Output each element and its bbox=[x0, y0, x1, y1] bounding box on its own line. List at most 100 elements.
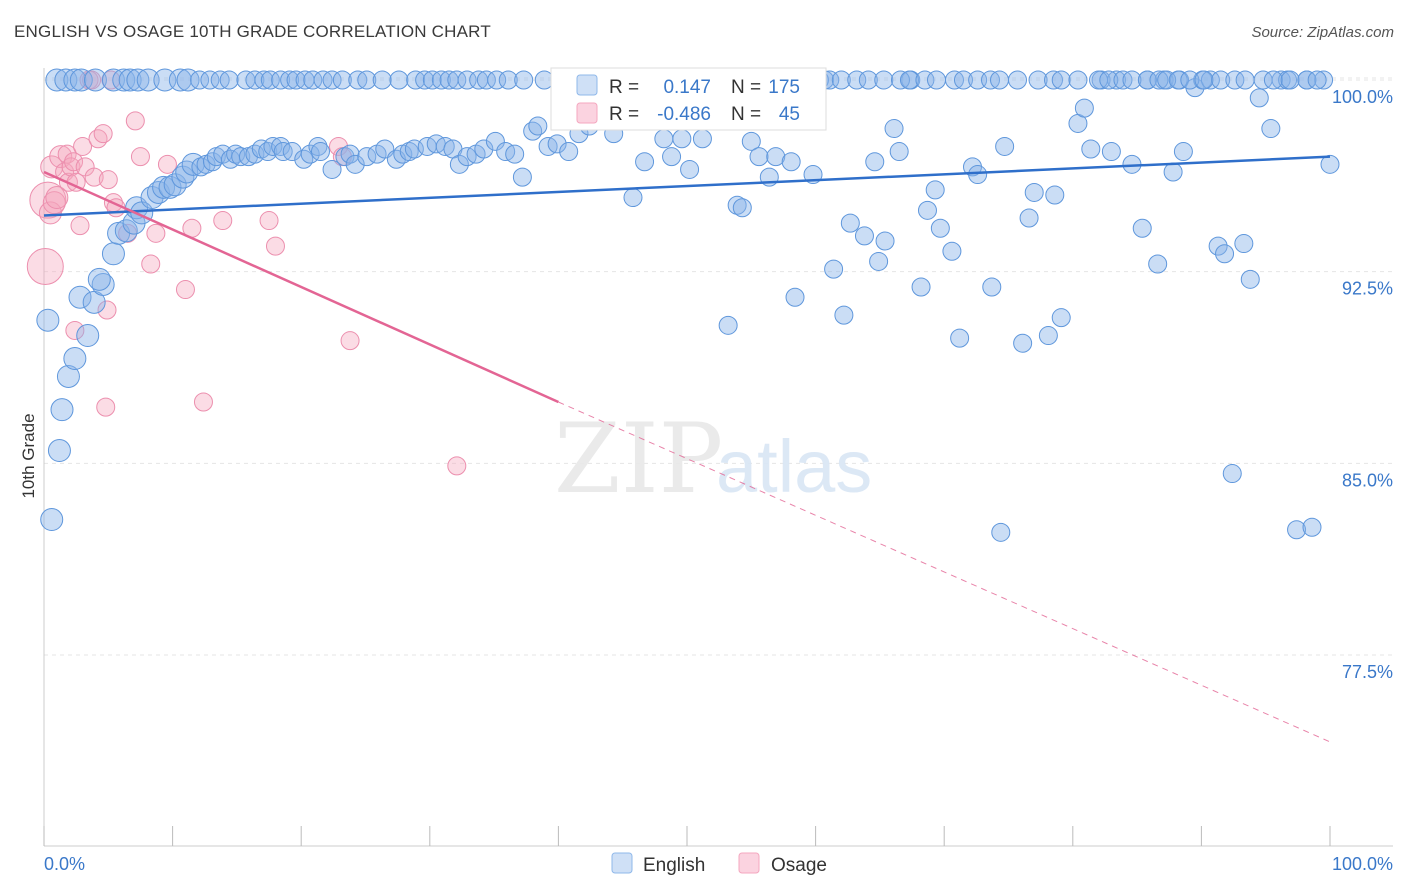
english-point bbox=[1019, 208, 1039, 228]
stats-swatch-osage bbox=[576, 102, 598, 124]
osage-point bbox=[93, 124, 113, 144]
english-point bbox=[662, 147, 682, 167]
english-point bbox=[335, 147, 355, 167]
english-point bbox=[1287, 520, 1307, 540]
osage-point bbox=[447, 456, 467, 476]
english-point bbox=[1045, 185, 1065, 205]
english-point bbox=[56, 364, 80, 388]
english-point bbox=[834, 305, 854, 325]
english-point bbox=[310, 142, 330, 162]
english-point bbox=[476, 70, 496, 90]
english-point bbox=[1297, 70, 1317, 90]
english-point bbox=[911, 277, 931, 297]
english-point bbox=[840, 213, 860, 233]
trend-lines bbox=[43, 155, 1331, 743]
legend-swatch-english bbox=[611, 852, 633, 874]
osage-point bbox=[328, 136, 348, 156]
english-point bbox=[1208, 236, 1228, 256]
english-point bbox=[457, 70, 477, 90]
english-point bbox=[389, 70, 409, 90]
osage-point bbox=[125, 111, 145, 131]
english-point bbox=[991, 522, 1011, 542]
english-point bbox=[1013, 333, 1033, 353]
osage-point bbox=[97, 300, 117, 320]
osage-point bbox=[265, 236, 285, 256]
english-point bbox=[126, 68, 150, 92]
english-point bbox=[308, 136, 328, 156]
osage-point bbox=[65, 320, 85, 340]
english-point bbox=[1235, 70, 1255, 90]
english-point bbox=[1122, 70, 1142, 90]
english-point bbox=[1008, 70, 1028, 90]
osage-point bbox=[146, 223, 166, 243]
english-point bbox=[1074, 98, 1094, 118]
osage-point bbox=[73, 136, 93, 156]
english-point bbox=[528, 116, 548, 136]
english-point bbox=[930, 218, 950, 238]
english-point bbox=[1038, 326, 1058, 346]
x-tick-label-max: 100.0% bbox=[1332, 854, 1393, 874]
english-trend-line bbox=[43, 155, 1331, 217]
english-point bbox=[741, 131, 761, 151]
legend-label-osage: Osage bbox=[771, 855, 827, 876]
stats-r-label-english: R = bbox=[609, 77, 639, 98]
english-point bbox=[485, 131, 505, 151]
osage-point bbox=[29, 181, 67, 219]
english-point bbox=[431, 70, 451, 90]
english-point bbox=[271, 136, 291, 156]
y-tick-label: 92.5% bbox=[1342, 279, 1393, 299]
english-point bbox=[101, 68, 125, 92]
legend-label-english: English bbox=[643, 855, 705, 876]
stats-n-label-osage: N = bbox=[731, 104, 761, 125]
english-point bbox=[925, 180, 945, 200]
english-point bbox=[1028, 70, 1048, 90]
english-point bbox=[512, 167, 532, 187]
english-point bbox=[950, 328, 970, 348]
english-point bbox=[191, 157, 211, 177]
osage-point bbox=[213, 211, 233, 231]
osage-point bbox=[57, 144, 77, 164]
english-point bbox=[447, 70, 467, 90]
english-point bbox=[332, 70, 352, 90]
english-point bbox=[514, 70, 534, 90]
english-point bbox=[1314, 70, 1334, 90]
english-point bbox=[47, 439, 71, 463]
english-point bbox=[953, 70, 973, 90]
osage-point bbox=[340, 331, 360, 351]
english-point bbox=[263, 136, 283, 156]
chart-title: ENGLISH VS OSAGE 10TH GRADE CORRELATION … bbox=[14, 22, 491, 41]
english-point bbox=[623, 188, 643, 208]
english-point bbox=[1200, 70, 1220, 90]
english-point bbox=[749, 147, 769, 167]
osage-point bbox=[130, 147, 150, 167]
english-point bbox=[136, 68, 160, 92]
english-point bbox=[76, 324, 100, 348]
english-point bbox=[1168, 70, 1188, 90]
english-point bbox=[1215, 244, 1235, 264]
osage-point bbox=[45, 186, 69, 210]
series-legend: English Osage bbox=[611, 852, 827, 876]
osage-point bbox=[157, 154, 177, 174]
english-point bbox=[831, 70, 851, 90]
osage-point bbox=[141, 254, 161, 274]
english-point bbox=[1081, 139, 1101, 159]
english-point bbox=[1320, 154, 1340, 174]
english-point bbox=[926, 70, 946, 90]
english-point bbox=[45, 68, 69, 92]
english-point bbox=[854, 226, 874, 246]
english-point bbox=[547, 134, 567, 154]
english-point bbox=[1068, 70, 1088, 90]
osage-point bbox=[49, 145, 73, 169]
english-point bbox=[781, 152, 801, 172]
english-point bbox=[474, 139, 494, 159]
english-point bbox=[1132, 218, 1152, 238]
english-point bbox=[875, 231, 895, 251]
english-point bbox=[523, 121, 543, 141]
osage-point bbox=[96, 397, 116, 417]
english-point bbox=[1051, 70, 1071, 90]
english-point bbox=[1044, 70, 1064, 90]
english-point bbox=[982, 277, 1002, 297]
english-point bbox=[1194, 70, 1214, 90]
english-point bbox=[1137, 70, 1157, 90]
english-point bbox=[874, 70, 894, 90]
